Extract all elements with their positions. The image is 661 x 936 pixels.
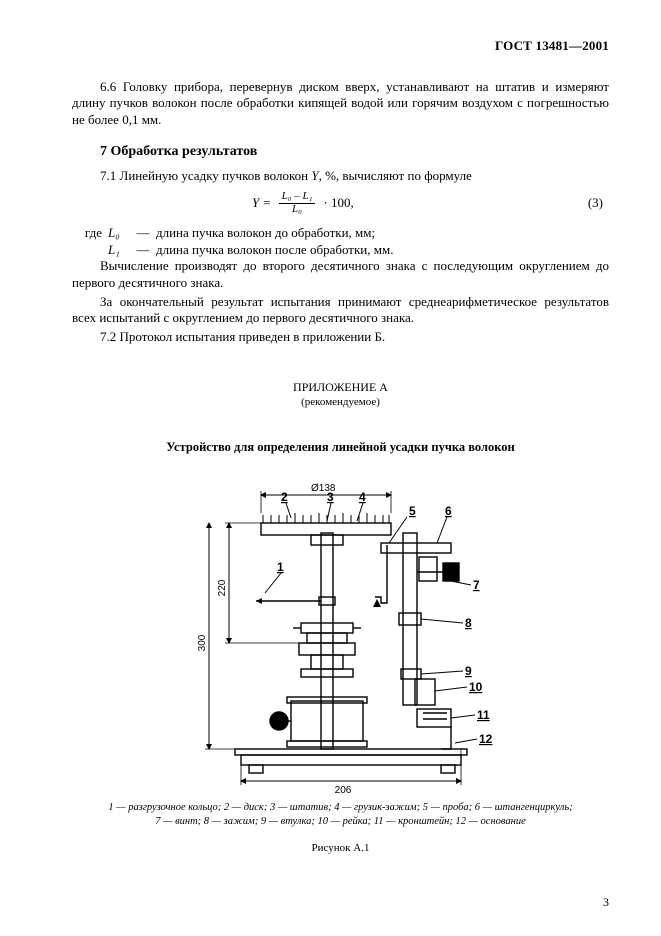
figure-wrap: Ø138 220 300 206 1 2 3 4 5 6 7 8 9 10 11… xyxy=(72,473,609,793)
formula-mult: · 100, xyxy=(323,195,353,212)
equation-number: (3) xyxy=(588,195,609,212)
callout-6: 6 xyxy=(445,504,452,518)
doc-header: ГОСТ 13481—2001 xyxy=(72,38,609,55)
callout-7: 7 xyxy=(473,578,480,592)
callout-5: 5 xyxy=(409,504,416,518)
para-round: Вычисление производят до второго десятич… xyxy=(72,258,609,291)
para-7-1-tail: , %, вычисляют по формуле xyxy=(319,168,472,183)
legend-line-1: 1 — разгрузочное кольцо; 2 — диск; 3 — ш… xyxy=(108,802,572,813)
where-label: где xyxy=(72,225,102,242)
shrinkage-symbol: Y xyxy=(311,168,318,183)
dash: — xyxy=(136,225,150,242)
formula-lhs: Y xyxy=(252,195,259,212)
dash: — xyxy=(136,242,150,259)
callout-9: 9 xyxy=(465,664,472,678)
figure-legend: 1 — разгрузочное кольцо; 2 — диск; 3 — ш… xyxy=(72,801,609,829)
callout-4: 4 xyxy=(359,490,366,504)
callout-12: 12 xyxy=(479,732,493,746)
formula-den: L₀ xyxy=(289,204,305,216)
figure-title: Устройство для определения линейной усад… xyxy=(72,439,609,455)
where-l1-sym: L₁ xyxy=(108,242,130,259)
section-7-title: 7 Обработка результатов xyxy=(100,143,609,161)
callout-1: 1 xyxy=(277,560,284,574)
dim-300: 300 xyxy=(197,634,208,651)
para-7-2: 7.2 Протокол испытания приведен в прилож… xyxy=(72,329,609,346)
legend-line-2: 7 — винт; 8 — зажим; 9 — втулка; 10 — ре… xyxy=(155,816,526,827)
appendix-title: ПРИЛОЖЕНИЕ А xyxy=(72,380,609,395)
formula-eq: = xyxy=(263,195,270,212)
formula-fraction: L₀ – L₁ L₀ xyxy=(279,191,316,215)
dim-206: 206 xyxy=(334,785,351,793)
where-l1-txt: длина пучка волокон после обработки, мм. xyxy=(156,242,609,259)
callout-8: 8 xyxy=(465,616,472,630)
where-l0-sym: L₀ xyxy=(108,225,130,242)
page-number: 3 xyxy=(603,895,609,910)
para-result: За окончательный результат испытания при… xyxy=(72,294,609,327)
para-6-6: 6.6 Головку прибора, перевернув диском в… xyxy=(72,79,609,129)
formula-row: Y = L₀ – L₁ L₀ · 100, (3) xyxy=(72,191,609,215)
device-diagram: Ø138 220 300 206 1 2 3 4 5 6 7 8 9 10 11… xyxy=(151,473,531,793)
where-l0-txt: длина пучка волокон до обработки, мм; xyxy=(156,225,609,242)
callout-11: 11 xyxy=(477,708,490,722)
appendix-subtitle: (рекомендуемое) xyxy=(72,395,609,409)
callout-10: 10 xyxy=(469,680,483,694)
callout-3: 3 xyxy=(327,490,334,504)
para-7-1-lead: 7.1 Линейную усадку пучков волокон xyxy=(100,168,311,183)
where-block: где L₀ — длина пучка волокон до обработк… xyxy=(72,225,609,258)
formula-num: L₀ – L₁ xyxy=(279,191,316,204)
figure-label: Рисунок А.1 xyxy=(72,841,609,855)
formula: Y = L₀ – L₁ L₀ · 100, xyxy=(252,191,354,215)
para-7-1: 7.1 Линейную усадку пучков волокон Y, %,… xyxy=(72,168,609,185)
dim-220: 220 xyxy=(217,579,228,596)
callout-2: 2 xyxy=(281,490,288,504)
